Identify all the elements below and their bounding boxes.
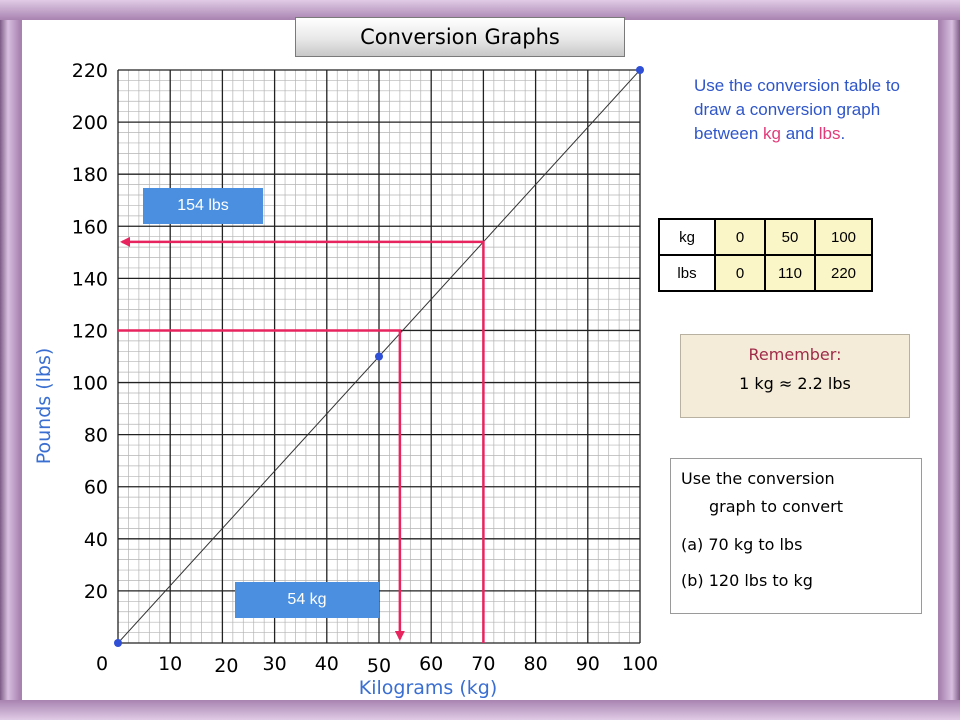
conversion-table: kg 0 50 100 lbs 0 110 220: [658, 218, 873, 292]
table-cell-kg-0: 0: [714, 218, 766, 256]
table-row-kg: kg 0 50 100: [658, 218, 873, 256]
table-row-lbs: lbs 0 110 220: [658, 254, 873, 292]
grid-major: [117, 69, 641, 644]
y-tick-label: 80: [84, 425, 108, 447]
x-tick-label: 80: [524, 653, 548, 675]
x-tick-label: 40: [315, 653, 339, 675]
instructions-text: Use the conversion table to draw a conve…: [694, 74, 924, 146]
task-item-b: (b) 120 lbs to kg: [681, 571, 813, 590]
y-tick-label: 140: [72, 268, 108, 290]
table-row-label-lbs: lbs: [658, 254, 716, 292]
y-tick-label: 20: [84, 581, 108, 603]
data-point: [114, 639, 122, 647]
y-tick-label: 160: [72, 216, 108, 238]
x-axis-label: Kilograms (kg): [359, 677, 498, 699]
tick-labels: 0 10 20 30 40 50 60 70 80 90 100 20 40 60 80 100 120 140 1…: [72, 60, 658, 677]
y-tick-label: 100: [72, 373, 108, 395]
x-tick-label: 100: [622, 653, 658, 675]
table-row-label-kg: kg: [658, 218, 716, 256]
table-cell-lbs-2: 220: [814, 254, 873, 292]
y-tick-label: 120: [72, 320, 108, 342]
x-tick-label: 50: [367, 655, 391, 677]
guide-line-kg-to-lbs: [120, 236, 485, 643]
x-tick-label: 0: [96, 653, 108, 675]
slide-frame-bottom: [0, 700, 960, 720]
instructions-part1: Use the conversion table to draw a conve…: [694, 76, 901, 143]
points-layer: [114, 66, 644, 647]
x-tick-label: 20: [214, 655, 238, 677]
x-tick-label: 10: [158, 653, 182, 675]
task-box: Use the conversion graph to convert (a) …: [670, 458, 922, 614]
task-line1: Use the conversion: [681, 469, 835, 488]
y-tick-label: 40: [84, 529, 108, 551]
guide-layer: [118, 236, 485, 643]
table-cell-kg-1: 50: [764, 218, 816, 256]
y-tick-label: 200: [72, 112, 108, 134]
y-tick-label: 180: [72, 164, 108, 186]
x-tick-label: 90: [576, 653, 600, 675]
x-tick-label: 70: [471, 653, 495, 675]
y-tick-label: 220: [72, 60, 108, 82]
data-point: [375, 352, 383, 361]
guide-line-lbs-to-kg: [118, 329, 405, 641]
table-cell-lbs-0: 0: [714, 254, 766, 292]
x-tick-label: 60: [419, 653, 443, 675]
instructions-lbs: lbs: [818, 124, 841, 143]
slide-frame-top: [0, 0, 960, 20]
remember-box: Remember: 1 kg ≈ 2.2 lbs: [680, 334, 910, 418]
data-point: [636, 66, 644, 74]
table-cell-lbs-1: 110: [764, 254, 816, 292]
y-tick-label: 60: [84, 477, 108, 499]
y-axis-label: Pounds (lbs): [33, 348, 55, 465]
instructions-end: .: [840, 124, 846, 143]
instructions-and: and: [780, 124, 819, 143]
answer-lbs-box: 154 lbs: [143, 188, 263, 224]
task-item-a: (a) 70 kg to lbs: [681, 535, 803, 554]
page-title: Conversion Graphs: [295, 17, 625, 57]
task-line2: graph to convert: [709, 497, 843, 516]
x-tick-label: 30: [263, 653, 287, 675]
table-cell-kg-2: 100: [814, 218, 873, 256]
remember-heading: Remember:: [748, 345, 842, 364]
remember-fact: 1 kg ≈ 2.2 lbs: [739, 374, 851, 393]
answer-kg-box: 54 kg: [235, 582, 379, 618]
instructions-kg: kg: [763, 124, 781, 143]
